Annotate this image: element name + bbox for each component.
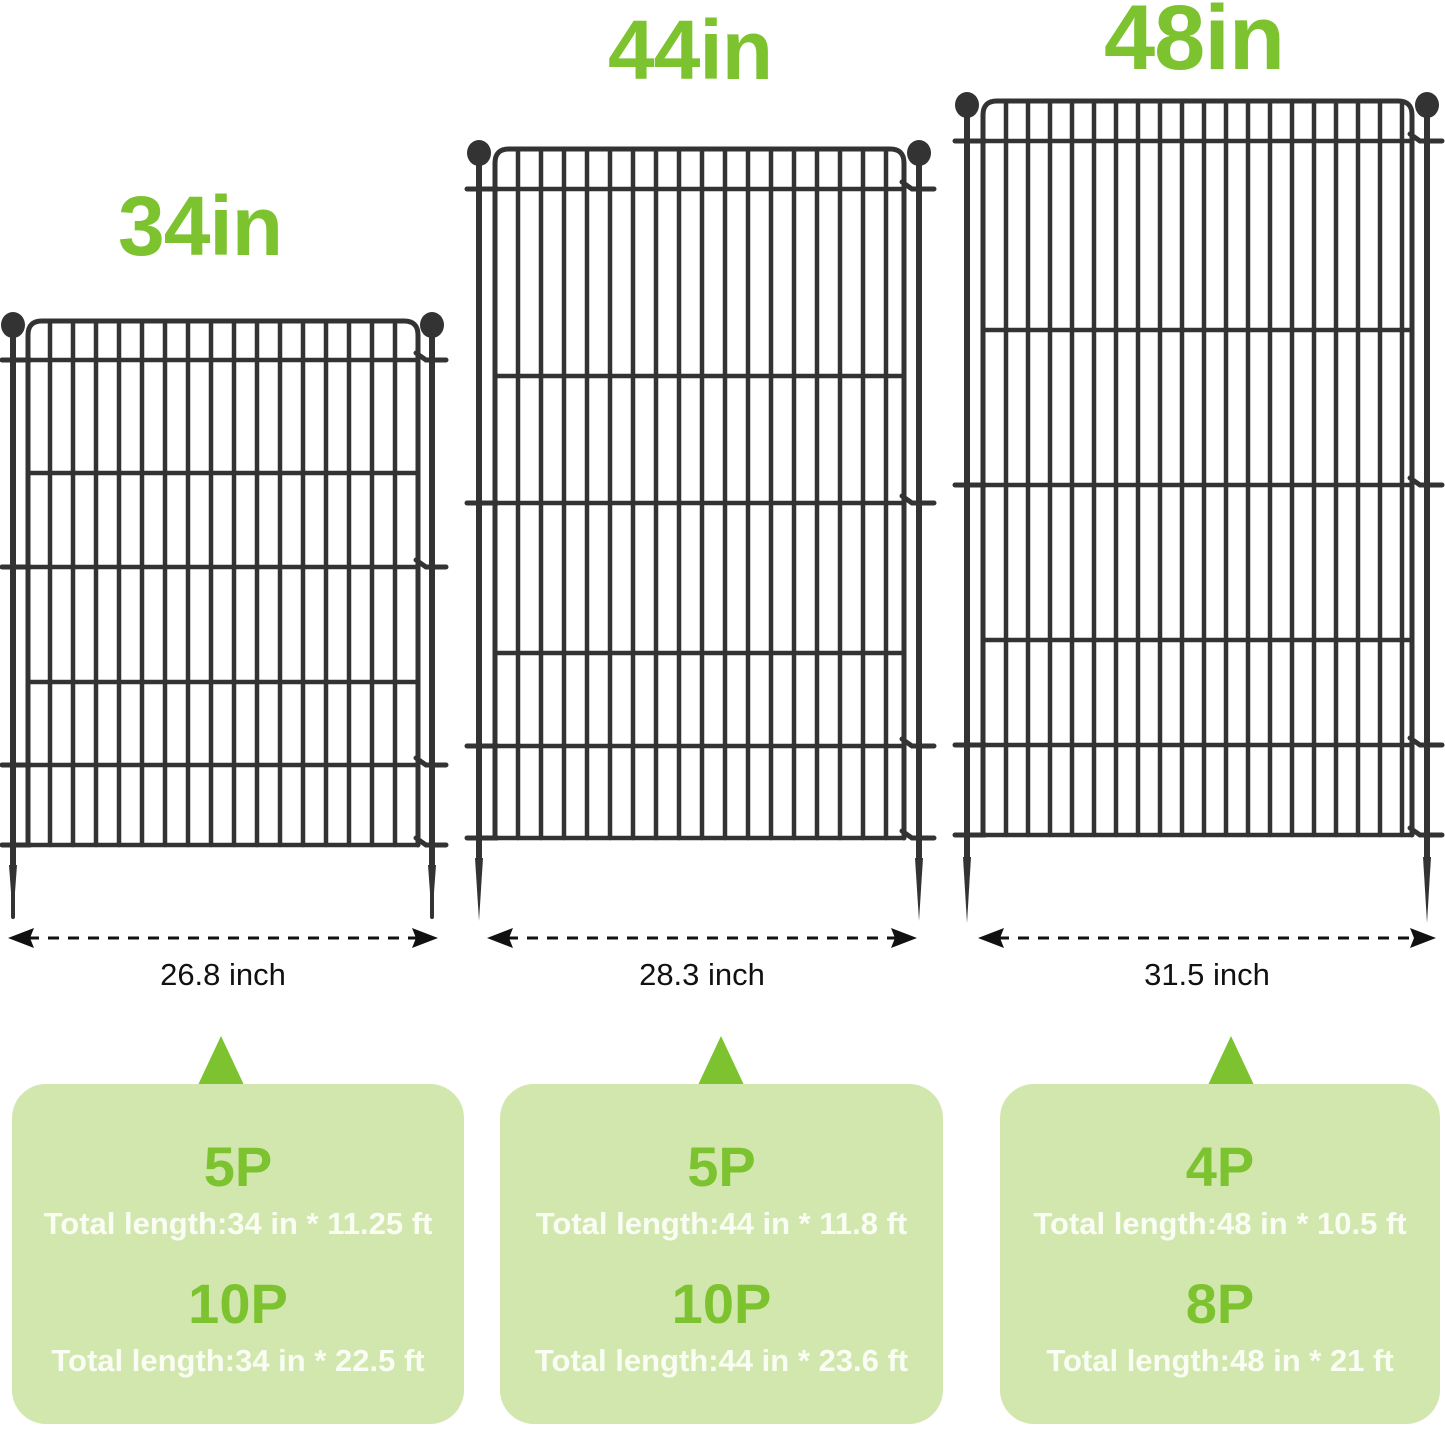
panel-height-label-48in: 48in — [1104, 0, 1285, 89]
width-dimension-44in: 28.3 inch — [487, 925, 917, 993]
stake-cap-icon — [467, 140, 491, 166]
stake-cap-icon — [955, 92, 979, 118]
width-dimension-34in: 26.8 inch — [8, 925, 438, 993]
panel-height-label-44in: 44in — [608, 3, 773, 97]
pack-count-5p: 5P — [203, 1135, 273, 1199]
width-dimension-48in: 31.5 inch — [978, 925, 1436, 993]
fence-panel-48in-drawing — [952, 92, 1445, 923]
fence-panel-44in — [462, 133, 937, 923]
pack-count-4p: 4P — [1185, 1135, 1255, 1199]
total-length-10p: Total length:44 in * 23.6 ft — [534, 1342, 909, 1378]
width-dimension-label-44in: 28.3 inch — [639, 957, 765, 992]
width-dimension-label-48in: 31.5 inch — [1144, 957, 1270, 992]
total-length-10p: Total length:34 in * 22.5 ft — [51, 1342, 425, 1378]
stake-tip-icon — [9, 865, 17, 920]
total-length-5p: Total length:34 in * 11.25 ft — [43, 1205, 433, 1241]
stake-tip-icon — [915, 858, 923, 921]
total-length-8p: Total length:48 in * 21 ft — [1046, 1342, 1394, 1378]
width-dimension-label-34in: 26.8 inch — [160, 957, 286, 992]
stake-cap-icon — [907, 140, 931, 166]
dimension-arrow-icon — [8, 928, 438, 948]
info-card-44in: 5P Total length:44 in * 11.8 ft 10P Tota… — [500, 1084, 943, 1424]
pack-count-8p: 8P — [1185, 1272, 1255, 1335]
stake-cap-icon — [1415, 92, 1439, 118]
dimension-arrow-icon — [487, 928, 917, 948]
total-length-5p: Total length:44 in * 11.8 ft — [535, 1205, 908, 1241]
fence-panel-44in-drawing — [464, 140, 937, 921]
fence-panel-34in-drawing — [0, 312, 449, 920]
total-length-4p: Total length:48 in * 10.5 ft — [1033, 1205, 1407, 1241]
stake-tip-icon — [1423, 857, 1431, 923]
stake-cap-icon — [420, 312, 444, 338]
panel-height-label-34in: 34in — [118, 179, 283, 273]
pack-count-10p: 10P — [671, 1272, 772, 1335]
stake-tip-icon — [475, 858, 483, 921]
fence-panel-48in — [950, 85, 1445, 925]
pack-count-5p: 5P — [687, 1135, 756, 1199]
info-card-48in: 4P Total length:48 in * 10.5 ft 8P Total… — [1000, 1084, 1440, 1424]
stake-tip-icon — [428, 865, 436, 920]
info-card-34in: 5P Total length:34 in * 11.25 ft 10P Tot… — [12, 1084, 464, 1424]
stake-tip-icon — [963, 857, 971, 923]
pack-count-10p: 10P — [188, 1272, 288, 1335]
fence-panel-34in — [0, 305, 450, 920]
stake-cap-icon — [1, 312, 25, 338]
dimension-arrow-icon — [978, 928, 1436, 948]
